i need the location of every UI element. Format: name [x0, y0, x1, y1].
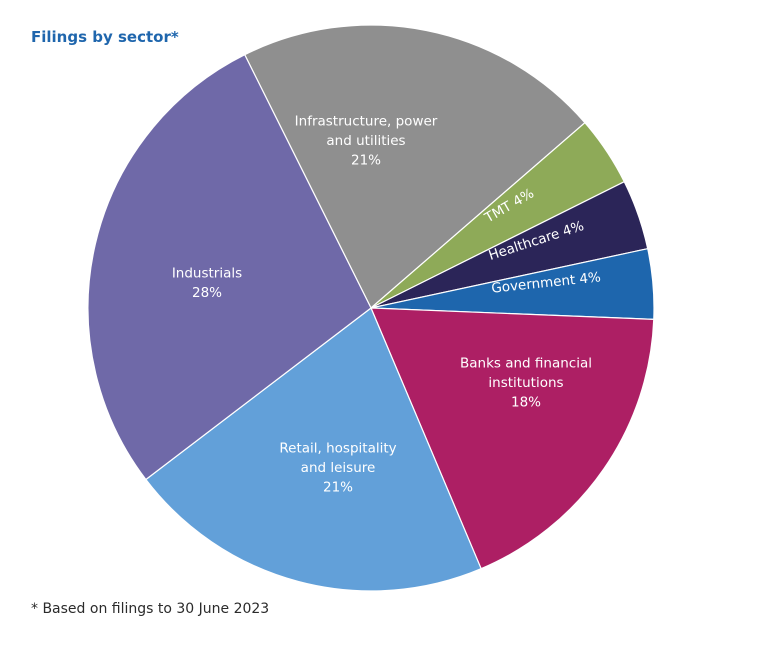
pie-slice-retail-hospitality-and-leisure — [145, 307, 482, 592]
chart-title: Filings by sector* — [31, 28, 179, 46]
footnote: * Based on filings to 30 June 2023 — [31, 601, 270, 617]
slice-label-retail-hospitality-and-leisure: Retail, hospitality and leisure 21% — [279, 441, 396, 496]
pie-slice-banks-and-financial-institutions — [370, 307, 655, 570]
pie-slice-industrials — [87, 53, 372, 481]
slice-label-infrastructure-power-and-utilities: Infrastructure, power and utilities 21% — [295, 114, 438, 169]
slice-label-industrials: Industrials 28% — [172, 265, 242, 301]
pie-slice-infrastructure-power-and-utilities — [243, 24, 586, 309]
slice-label-banks-and-financial-institutions: Banks and financial institutions 18% — [460, 356, 592, 411]
